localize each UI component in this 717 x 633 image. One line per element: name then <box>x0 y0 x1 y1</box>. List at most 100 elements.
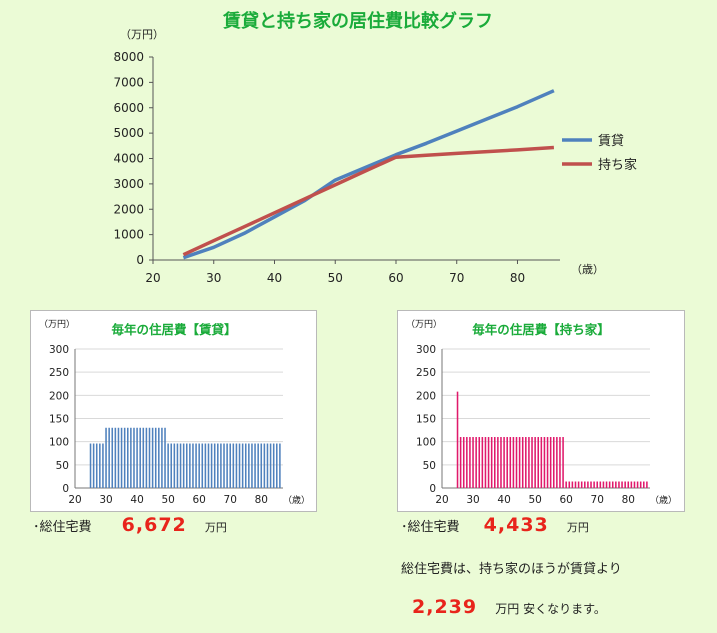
rent-bar <box>207 443 210 488</box>
rent-bar <box>111 427 114 488</box>
main-chart-title: 賃貸と持ち家の居住費比較グラフ <box>222 10 493 32</box>
rent-bar <box>241 443 244 488</box>
rent-bar <box>198 443 200 488</box>
own-y-tick-label: 150 <box>416 414 436 426</box>
difference-row: 2,239 万円 安くなります。 <box>412 596 606 618</box>
own-bar <box>497 437 499 488</box>
own-y-tick-label: 300 <box>416 344 436 356</box>
rent-bar <box>248 443 250 488</box>
own-bar <box>568 481 571 488</box>
rent-bar <box>176 443 179 488</box>
rent-bar <box>120 427 123 488</box>
rent-chart-title: 毎年の住居費【賃貸】 <box>111 322 236 337</box>
rent-bar <box>192 443 194 488</box>
own-x-tick-label: 60 <box>559 494 572 506</box>
own-y-axis-label: （万円） <box>406 319 442 330</box>
rent-bar <box>108 427 110 488</box>
own-bar <box>515 437 518 488</box>
main-y-tick-label: 0 <box>136 253 144 267</box>
own-bar <box>500 437 502 488</box>
own-bar <box>599 481 602 488</box>
difference-suffix: 万円 安くなります。 <box>495 602 606 616</box>
rent-bar <box>102 443 104 488</box>
rent-bar <box>223 443 225 488</box>
rent-bar <box>154 427 157 488</box>
rent-y-tick-label: 150 <box>49 414 69 426</box>
own-bar <box>593 481 595 488</box>
own-bar <box>543 437 546 488</box>
rent-bar <box>195 443 197 488</box>
own-bar <box>618 481 620 488</box>
own-bar <box>559 437 561 488</box>
rent-bar <box>170 443 173 488</box>
rent-panel: 毎年の住居費【賃貸】 （万円） （歳） 0 50 100 150 200 250 300 20 30 4… <box>30 310 317 512</box>
rent-total-label: ･総住宅費 <box>33 520 92 535</box>
rent-bar <box>263 443 266 488</box>
main-y-tick-label: 1000 <box>113 228 144 242</box>
rent-bar <box>179 443 182 488</box>
own-y-tick-label: 250 <box>416 367 436 379</box>
own-bar <box>537 437 540 488</box>
rent-bar <box>204 443 207 488</box>
rent-bar <box>189 443 191 488</box>
rent-bar <box>123 427 126 488</box>
rent-bar <box>217 443 219 488</box>
own-bar <box>596 481 598 488</box>
rent-bar <box>173 443 176 488</box>
own-bar <box>490 437 493 488</box>
rent-y-tick-label: 250 <box>49 367 69 379</box>
rent-bar <box>139 427 141 488</box>
rent-bar <box>226 443 228 488</box>
own-bar <box>636 481 639 488</box>
rent-bar <box>251 443 253 488</box>
own-x-tick-label: 70 <box>591 494 604 506</box>
rent-bar <box>229 443 231 488</box>
rent-x-tick-label: 70 <box>224 494 237 506</box>
own-bar <box>540 437 543 488</box>
main-x-tick-label: 60 <box>388 271 403 285</box>
rent-bar <box>133 427 135 488</box>
own-bar <box>481 437 484 488</box>
rent-bar <box>182 443 185 488</box>
series-line-own <box>182 145 555 257</box>
main-y-tick-label: 4000 <box>113 152 144 166</box>
own-x-tick-label: 30 <box>466 494 479 506</box>
own-x-tick-label: 50 <box>528 494 541 506</box>
rent-bar <box>164 427 166 488</box>
own-bar <box>630 481 633 488</box>
own-x-tick-label: 80 <box>622 494 635 506</box>
own-bar <box>525 437 527 488</box>
rent-x-tick-label: 50 <box>161 494 174 506</box>
own-bar <box>549 437 552 488</box>
rent-bar <box>117 427 120 488</box>
rent-bar <box>220 443 222 488</box>
rent-bar <box>99 443 101 488</box>
rent-bar <box>151 427 154 488</box>
main-y-tick-label: 8000 <box>113 50 144 64</box>
own-bar <box>466 437 468 488</box>
own-bar <box>608 481 611 488</box>
legend-label: 賃貸 <box>598 133 624 149</box>
rent-bar <box>185 443 188 488</box>
rent-y-axis-label: （万円） <box>39 319 75 330</box>
own-bar <box>627 481 630 488</box>
rent-total-unit: 万円 <box>204 521 227 534</box>
rent-bar <box>266 443 269 488</box>
own-bar <box>503 437 505 488</box>
own-bar <box>571 481 574 488</box>
compare-line: 総住宅費は、持ち家のほうが賃貸より <box>401 562 622 577</box>
own-bar <box>605 481 608 488</box>
own-x-tick-label: 20 <box>435 494 448 506</box>
rent-bar <box>105 427 107 488</box>
own-bar <box>611 481 614 488</box>
rent-bar <box>167 443 169 488</box>
legend-label: 持ち家 <box>598 157 637 173</box>
rent-x-axis-label: （歳） <box>283 494 310 506</box>
rent-bar <box>232 443 235 488</box>
own-bar <box>643 481 645 488</box>
own-bar <box>506 437 508 488</box>
own-total-value: 4,433 <box>483 514 549 536</box>
rent-bar <box>148 427 151 488</box>
rent-bar <box>272 443 275 488</box>
own-total-unit: 万円 <box>566 521 589 534</box>
